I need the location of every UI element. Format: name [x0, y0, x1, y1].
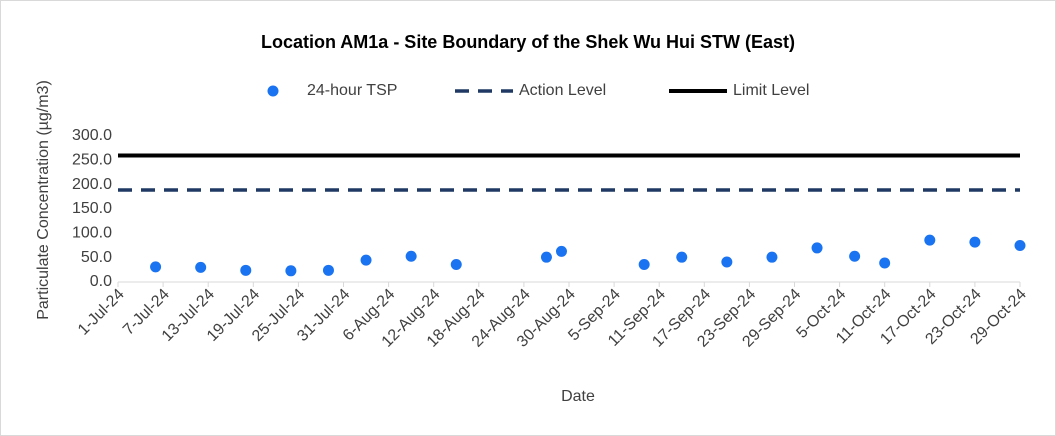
legend-marker: [267, 85, 279, 97]
data-point: [150, 261, 162, 273]
legend-label: Limit Level: [733, 82, 809, 99]
data-point: [540, 251, 552, 263]
data-point: [240, 264, 252, 276]
data-point: [405, 250, 417, 262]
data-point: [721, 256, 733, 268]
y-tick-label: 250.0: [72, 152, 112, 169]
legend-label: 24-hour TSP: [307, 82, 397, 99]
data-point: [1014, 240, 1026, 251]
data-point: [322, 264, 334, 276]
data-point: [924, 234, 936, 246]
data-point: [285, 265, 297, 277]
y-axis-label: Particulate Concentration (µg/m3): [35, 80, 52, 320]
y-tick-label: 100.0: [72, 225, 112, 242]
data-point: [766, 251, 778, 263]
data-point: [195, 261, 207, 273]
data-point: [360, 254, 372, 266]
legend-label: Action Level: [519, 82, 606, 99]
data-point: [879, 257, 891, 269]
x-axis-label: Date: [561, 388, 595, 405]
data-point: [450, 258, 462, 270]
y-tick-label: 50.0: [81, 249, 112, 266]
data-point: [638, 258, 650, 270]
y-tick-label: 300.0: [72, 127, 112, 144]
data-point: [555, 245, 567, 257]
data-point: [849, 250, 861, 262]
data-point: [811, 242, 823, 254]
y-tick-label: 0.0: [90, 273, 112, 290]
y-tick-label: 150.0: [72, 200, 112, 217]
data-point: [969, 236, 981, 248]
data-point: [676, 251, 688, 263]
y-tick-label: 200.0: [72, 176, 112, 193]
chart-title: Location AM1a - Site Boundary of the She…: [261, 32, 795, 52]
